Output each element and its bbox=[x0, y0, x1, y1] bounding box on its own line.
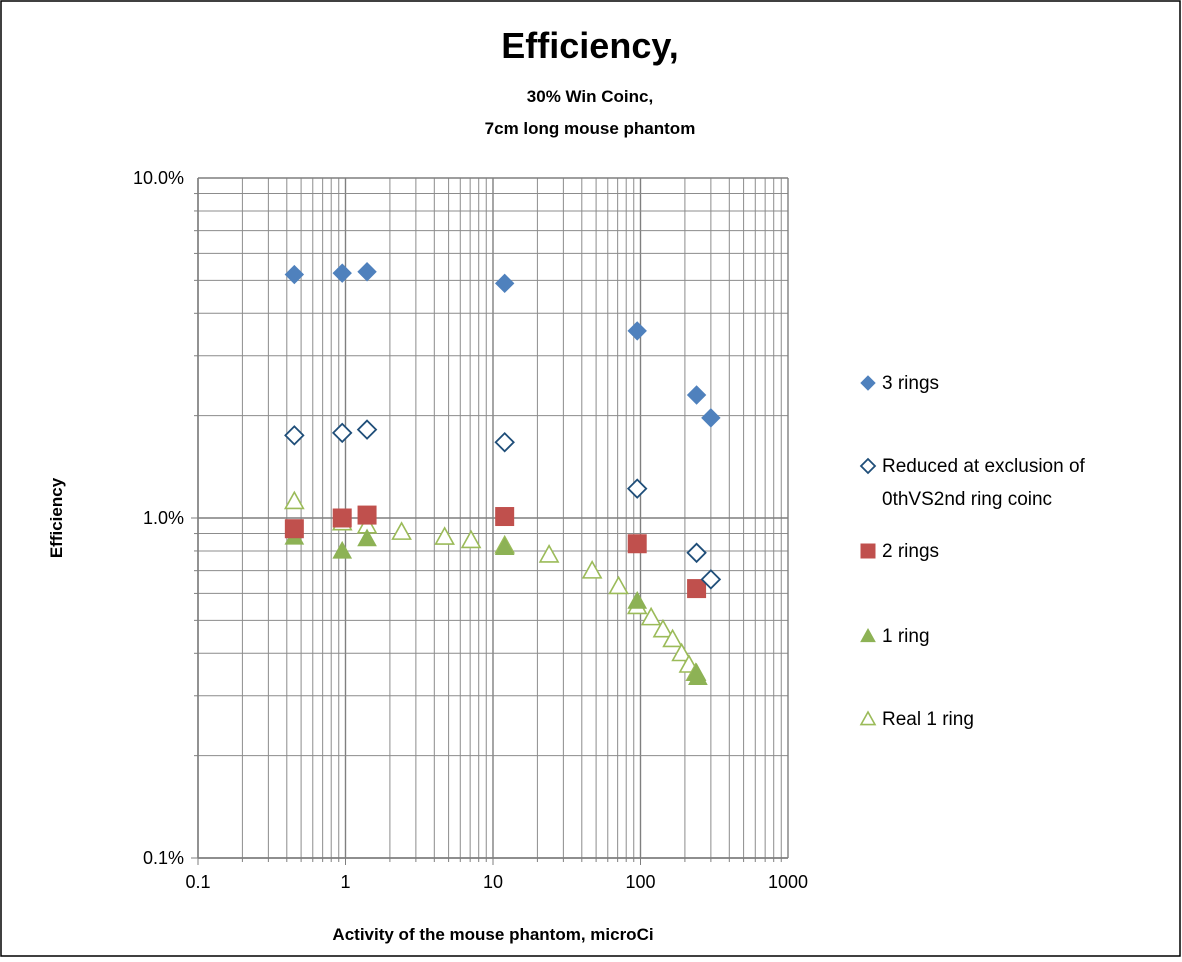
x-tick-label: 100 bbox=[625, 872, 655, 892]
legend-item-real-1-ring: Real 1 ring bbox=[859, 709, 974, 730]
point-reduced-at-exclusion-of-0thvs2nd-ring-coinc bbox=[331, 422, 353, 444]
point-reduced-at-exclusion-of-0thvs2nd-ring-coinc bbox=[494, 432, 515, 453]
point-real-1-ring bbox=[640, 606, 662, 626]
point-2-rings bbox=[357, 505, 377, 525]
legend-item-1-ring: 1 ring bbox=[860, 626, 930, 647]
point-2-rings bbox=[332, 508, 352, 528]
point-3-rings bbox=[701, 408, 721, 428]
point-2-rings bbox=[284, 519, 304, 539]
x-tick-label: 1000 bbox=[768, 872, 808, 892]
point-3-rings bbox=[332, 263, 352, 283]
point-3-rings bbox=[284, 264, 305, 285]
point-1-ring bbox=[357, 528, 377, 547]
legend: 3 rings Reduced at exclusion of 0thVS2nd r… bbox=[859, 373, 1086, 730]
legend-label-reduced-at-exclusion-of-0thvs2nd-ring-coinc: 0thVS2nd ring coinc bbox=[882, 489, 1052, 510]
y-axis-label: Efficiency bbox=[47, 477, 66, 558]
point-2-rings bbox=[627, 534, 647, 554]
point-reduced-at-exclusion-of-0thvs2nd-ring-coinc bbox=[356, 419, 378, 440]
marks-layer bbox=[283, 262, 722, 685]
legend-label-2-rings: 2 rings bbox=[882, 541, 939, 562]
point-real-1-ring bbox=[608, 575, 629, 595]
axis-layer: 0.1 1 10 100 1000 0.1% 1.0% 10.0% bbox=[133, 168, 808, 892]
legend-marker-2-rings bbox=[860, 543, 876, 559]
legend-marker-1-ring bbox=[860, 627, 876, 643]
point-real-1-ring bbox=[581, 560, 603, 579]
point-reduced-at-exclusion-of-0thvs2nd-ring-coinc bbox=[686, 542, 707, 564]
point-2-rings bbox=[687, 579, 707, 599]
y-tick-label: 0.1% bbox=[143, 848, 184, 868]
point-reduced-at-exclusion-of-0thvs2nd-ring-coinc bbox=[700, 569, 722, 590]
legend-label-reduced-at-exclusion-of-0thvs2nd-ring-coinc: Reduced at exclusion of bbox=[882, 456, 1086, 477]
point-real-1-ring bbox=[671, 642, 692, 662]
legend-marker-reduced-at-exclusion-of-0thvs2nd-ring-coinc bbox=[859, 457, 877, 475]
y-tick-label: 1.0% bbox=[143, 508, 184, 528]
legend-item-3-rings: 3 rings bbox=[860, 373, 939, 394]
legend-item-2-rings: 2 rings bbox=[860, 541, 939, 562]
point-real-1-ring bbox=[434, 526, 455, 545]
x-axis-label: Activity of the mouse phantom, microCi bbox=[332, 925, 653, 944]
point-1-ring bbox=[688, 667, 708, 685]
legend-label-real-1-ring: Real 1 ring bbox=[882, 709, 974, 730]
point-3-rings bbox=[357, 262, 377, 282]
legend-item-reduced-at-exclusion-of-0thvs2nd-ring-coinc: Reduced at exclusion of 0thVS2nd ring coi… bbox=[859, 456, 1086, 510]
x-tick-label: 1 bbox=[340, 872, 350, 892]
chart-title: Efficiency, bbox=[501, 25, 678, 66]
point-reduced-at-exclusion-of-0thvs2nd-ring-coinc bbox=[284, 425, 305, 446]
point-1-ring bbox=[494, 537, 515, 556]
point-real-1-ring bbox=[391, 521, 412, 540]
point-reduced-at-exclusion-of-0thvs2nd-ring-coinc bbox=[626, 478, 648, 499]
legend-label-3-rings: 3 rings bbox=[882, 373, 939, 394]
chart-subtitle-line-1: 30% Win Coinc, bbox=[527, 87, 653, 106]
point-real-1-ring bbox=[460, 529, 482, 549]
point-3-rings bbox=[686, 385, 707, 405]
x-tick-label: 10 bbox=[483, 872, 503, 892]
legend-marker-real-1-ring bbox=[859, 710, 877, 726]
legend-label-1-ring: 1 ring bbox=[882, 626, 930, 647]
point-3-rings bbox=[627, 321, 647, 341]
point-2-rings bbox=[495, 507, 515, 527]
point-real-1-ring bbox=[652, 618, 674, 638]
point-real-1-ring bbox=[662, 628, 683, 648]
grid-layer bbox=[197, 177, 789, 859]
y-tick-label: 10.0% bbox=[133, 168, 184, 188]
legend-marker-3-rings bbox=[860, 375, 876, 391]
chart-subtitle-line-2: 7cm long mouse phantom bbox=[485, 119, 696, 138]
x-tick-label: 0.1 bbox=[185, 872, 210, 892]
point-real-1-ring bbox=[283, 490, 305, 510]
point-3-rings bbox=[494, 273, 515, 294]
point-1-ring bbox=[627, 590, 648, 609]
point-real-1-ring bbox=[538, 544, 560, 563]
point-1-ring bbox=[332, 540, 353, 559]
